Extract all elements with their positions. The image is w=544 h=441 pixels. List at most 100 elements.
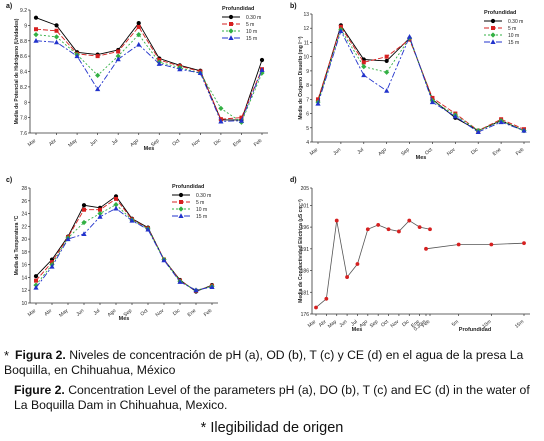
data-point (156, 61, 162, 66)
y-tick-label: 9 (24, 23, 27, 29)
y-tick-label: 8.2 (20, 85, 27, 91)
data-point (113, 202, 119, 208)
data-point (65, 236, 71, 242)
x-tick-label: Dic (470, 147, 480, 157)
y-tick-label: 7.8 (20, 116, 27, 122)
data-point (53, 39, 60, 45)
x-tick-label: Abr (318, 319, 328, 329)
x-axis-label-month: Mes (352, 327, 363, 333)
data-point (34, 278, 38, 283)
y-tick-label: 16 (21, 263, 27, 269)
x-tick-label: 10m (481, 319, 492, 330)
caption-spanish-label: Figura 2. (15, 348, 66, 362)
legend-label: 10 m (246, 29, 257, 35)
panel-label: a) (6, 3, 12, 10)
y-tick-label: 11 (304, 40, 309, 46)
y-tick-label: 8 (24, 100, 27, 106)
y-tick-label: 8.6 (20, 54, 27, 60)
data-point (361, 72, 367, 78)
series-4 (33, 205, 215, 293)
data-point (115, 53, 121, 59)
y-tick-label: 181 (301, 290, 310, 296)
data-point (386, 227, 391, 232)
data-point (522, 241, 526, 246)
data-point (218, 118, 224, 124)
x-tick-label: 5m (451, 319, 460, 328)
data-point (33, 32, 39, 38)
caption-english-label: Figure 2. (14, 383, 65, 397)
data-point (34, 27, 38, 32)
data-point (136, 20, 141, 26)
series-4 (33, 38, 265, 124)
y-tick-label: 191 (301, 247, 310, 253)
data-point (345, 275, 349, 279)
panel-label: d) (290, 177, 297, 184)
caption-english-text: Concentration Level of the parameters pH… (14, 383, 530, 412)
series-line (315, 220, 431, 308)
data-point (197, 70, 203, 76)
legend-marker (490, 32, 496, 38)
legend-label: 0.30 m (246, 15, 261, 21)
y-axis-label: Media de Potencial de Hidrógeno (Unidade… (14, 18, 20, 124)
x-tick-label: Nov (191, 138, 202, 149)
data-point (33, 274, 39, 279)
series-line (35, 26, 263, 120)
data-point (384, 69, 390, 75)
x-tick-label: Nov (390, 319, 401, 330)
x-tick-label: Sep (150, 138, 161, 148)
series-line (35, 33, 263, 123)
series-4 (315, 28, 527, 135)
legend-label: 0.30 m (196, 193, 211, 199)
legend-label: 15 m (508, 40, 519, 46)
data-point (452, 113, 458, 119)
y-tick-label: 22 (21, 224, 27, 230)
series-line (35, 198, 213, 292)
data-point (324, 296, 329, 301)
x-tick-label: May (58, 308, 69, 319)
data-point (97, 210, 103, 217)
y-tick-label: 4 (306, 140, 309, 146)
illegibility-note: * Ilegibilidad de origen (200, 420, 344, 436)
panel-4: d) Media de Conductividad Eléctrica (µS c… (290, 177, 530, 333)
legend-marker (228, 28, 234, 34)
legend-marker (228, 14, 234, 20)
x-tick-label: Ene (187, 308, 198, 318)
data-point (114, 196, 118, 201)
data-point (456, 242, 461, 247)
legend-label: 15 m (246, 36, 257, 42)
legend-label: 10 m (196, 207, 207, 213)
y-axis-label: Media de Temperatura °C (14, 215, 20, 275)
y-tick-label: 12 (303, 26, 309, 32)
data-point (81, 219, 87, 226)
x-tick-label: Ene (410, 319, 421, 329)
data-point (53, 34, 60, 40)
data-point (145, 226, 151, 232)
y-tick-label: 8.4 (20, 70, 27, 76)
panel-3: c) Media de Temperatura °C 10 12 14 16 18 20 22 2… (6, 177, 218, 322)
x-tick-label: Dic (213, 138, 223, 148)
x-tick-label: Oct (171, 138, 181, 148)
data-point (239, 115, 244, 120)
y-axis-label: Media de Conductividad Eléctrica (µS cm⁻… (298, 199, 304, 303)
legend-title: Profundidad (222, 6, 254, 12)
series-depth (424, 241, 526, 251)
series-line (35, 17, 263, 121)
legend-marker (490, 39, 496, 44)
x-tick-label: Abr (43, 308, 53, 318)
legend-label: 5 m (508, 26, 516, 32)
data-point (314, 305, 318, 310)
x-tick-label: Mar (307, 319, 318, 329)
y-tick-label: 24 (21, 212, 27, 218)
data-point (82, 207, 86, 212)
data-point (428, 227, 432, 232)
series-line (35, 207, 213, 291)
data-point (218, 105, 224, 111)
x-tick-label: Jun (338, 319, 348, 329)
y-tick-label: 10 (21, 301, 27, 307)
series-line (317, 29, 525, 133)
data-point (259, 57, 265, 63)
panel-label: b) (290, 3, 297, 10)
x-tick-label: Mar (27, 308, 38, 318)
data-point (365, 227, 370, 232)
legend-label: 15 m (196, 214, 207, 220)
